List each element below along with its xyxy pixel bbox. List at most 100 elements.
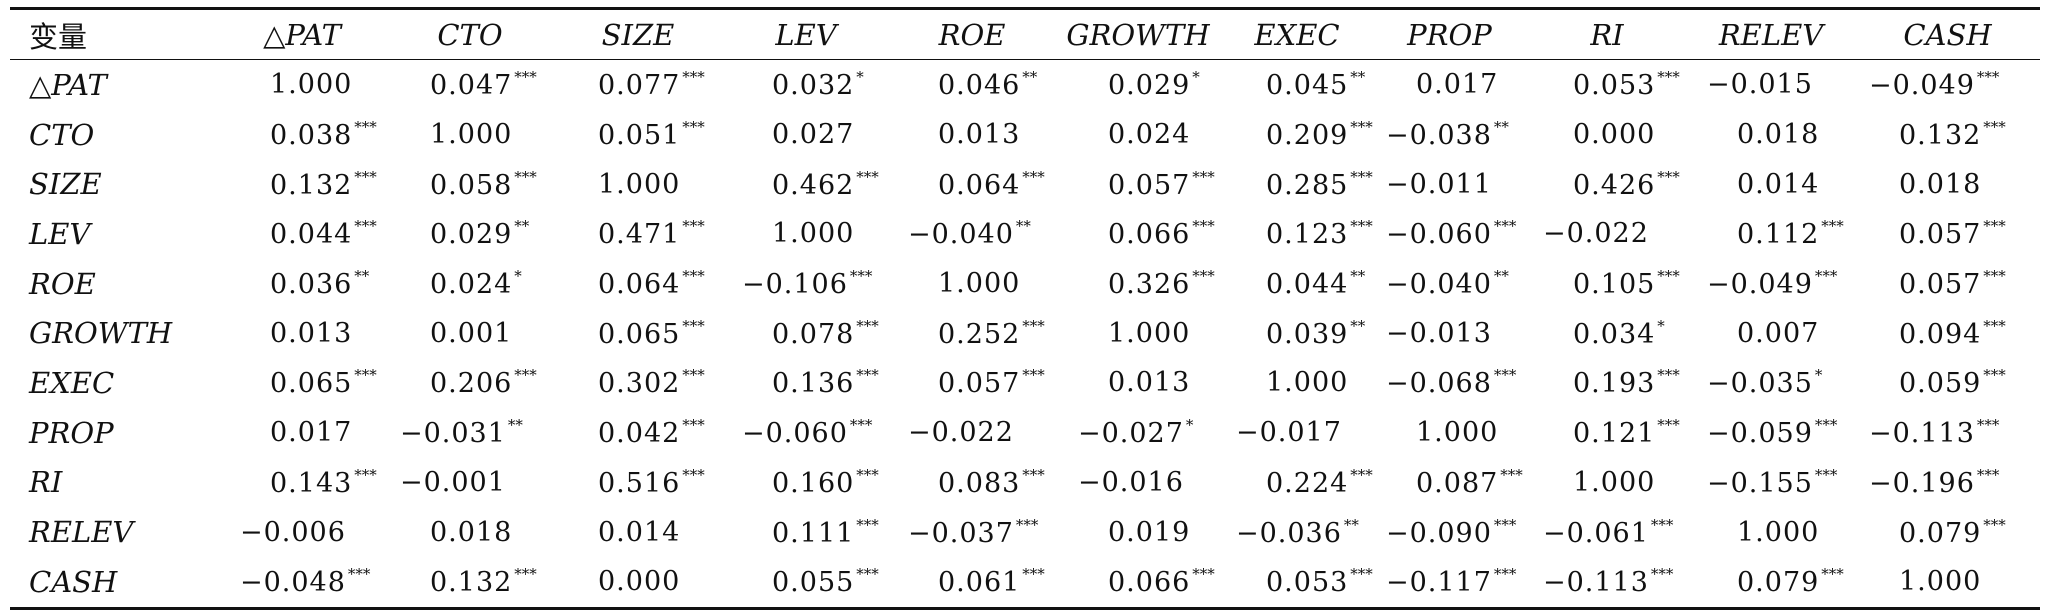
significance-stars: ***: [1657, 267, 1680, 286]
table-cell: 0.471 ***: [554, 209, 722, 259]
cell-value: −0.040: [908, 219, 1014, 251]
cell-value: −0.106: [742, 269, 848, 301]
table-cell: 0.018: [1855, 159, 2040, 209]
table-cell: 0.302 ***: [554, 358, 722, 408]
cell-value: 1.000: [598, 168, 681, 200]
table-row: SIZE 0.132 *** 0.058 *** 1.000 0.462 *** 0.064 **…: [10, 159, 2040, 209]
cell-value: 0.042: [598, 418, 681, 450]
cell-value: 0.087: [1416, 467, 1499, 499]
significance-stars: ***: [1192, 565, 1215, 584]
cell-value: −0.031: [400, 418, 506, 450]
table-cell: −0.196 ***: [1855, 458, 2040, 508]
correlation-table-container: 变量 △PAT CTO SIZE LEV ROE GROWTH EXEC PROP RI RELEV…: [10, 7, 2040, 610]
cell-value: −0.011: [1386, 168, 1492, 200]
cell-value: 0.061: [938, 567, 1021, 599]
row-label: RELEV: [29, 515, 134, 550]
table-cell: −0.117 ***: [1372, 557, 1527, 608]
table-cell: 0.064 ***: [554, 259, 722, 309]
significance-stars: ***: [1493, 515, 1517, 534]
table-cell: 0.007: [1687, 308, 1855, 358]
cell-value: 0.057: [938, 368, 1021, 400]
cell-value: 0.017: [1416, 69, 1499, 101]
cell-value: 0.065: [270, 368, 353, 400]
table-cell: 0.053 ***: [1222, 557, 1373, 608]
significance-stars: ***: [1657, 68, 1680, 87]
cell-value: 0.014: [1737, 168, 1820, 200]
cell-value: 0.007: [1737, 317, 1820, 349]
significance-stars: ***: [1976, 465, 2000, 484]
cell-value: 0.143: [270, 467, 353, 499]
cell-value: 0.252: [938, 318, 1021, 350]
table-cell: 1.000: [890, 259, 1054, 309]
table-cell: 0.132 ***: [1855, 110, 2040, 160]
cell-value: −0.017: [1236, 417, 1342, 449]
cell-value: 0.160: [772, 467, 855, 499]
table-cell: −0.068 ***: [1372, 358, 1527, 408]
cell-value: 0.017: [270, 417, 353, 449]
cell-value: 0.065: [598, 318, 681, 350]
table-cell: −0.022: [890, 408, 1054, 458]
cell-value: 0.326: [1108, 269, 1191, 301]
table-cell: 0.042 ***: [554, 408, 722, 458]
table-cell: 0.326 ***: [1054, 259, 1222, 309]
cell-value: 1.000: [1108, 317, 1191, 349]
table-cell: 0.224 ***: [1222, 458, 1373, 508]
table-cell: −0.060 ***: [722, 408, 890, 458]
table-body: △PAT 1.000 0.047 *** 0.077 *** 0.032 * 0.046 ** 0.…: [10, 60, 2040, 609]
table-cell: 0.426 ***: [1527, 159, 1687, 209]
cell-value: 0.094: [1899, 318, 1982, 350]
cell-value: 0.193: [1573, 368, 1656, 400]
significance-stars: ***: [856, 565, 879, 584]
table-cell: 0.066 ***: [1054, 209, 1222, 259]
cell-value: 0.053: [1573, 70, 1656, 102]
table-cell: 0.024 *: [386, 259, 554, 309]
table-cell: 0.079 ***: [1687, 557, 1855, 608]
significance-stars: ***: [1350, 217, 1373, 236]
cell-value: −0.001: [400, 466, 506, 498]
table-cell: 0.013: [1054, 358, 1222, 408]
significance-stars: ***: [354, 366, 377, 385]
significance-stars: *: [1192, 68, 1200, 87]
significance-stars: ***: [1657, 366, 1680, 385]
table-cell: 0.013: [890, 110, 1054, 160]
column-header: CASH: [1903, 17, 1992, 52]
column-header: SIZE: [601, 17, 675, 52]
cell-value: 0.029: [1108, 70, 1191, 102]
cell-value: 0.066: [1108, 567, 1191, 599]
table-cell: 1.000: [386, 110, 554, 160]
table-cell: 0.044 ***: [218, 209, 386, 259]
table-cell: −0.022: [1527, 209, 1687, 259]
table-cell: −0.027 *: [1054, 408, 1222, 458]
table-cell: −0.038 **: [1372, 110, 1527, 160]
cell-value: −0.015: [1707, 69, 1813, 101]
cell-value: −0.155: [1707, 467, 1813, 499]
cell-value: −0.196: [1869, 467, 1975, 499]
cell-value: 0.032: [772, 70, 855, 102]
significance-stars: ***: [1350, 565, 1373, 584]
table-cell: 0.000: [554, 557, 722, 608]
significance-stars: **: [1493, 118, 1509, 137]
significance-stars: *: [1185, 416, 1194, 435]
table-cell: 0.046 **: [890, 60, 1054, 110]
significance-stars: ***: [1983, 267, 2006, 286]
table-cell: 0.024: [1054, 110, 1222, 160]
cell-value: 1.000: [430, 119, 513, 151]
significance-stars: ***: [1493, 217, 1517, 236]
cell-value: 0.462: [772, 169, 855, 201]
significance-stars: ***: [514, 167, 537, 186]
significance-stars: ***: [1493, 366, 1517, 385]
cell-value: −0.068: [1386, 368, 1492, 400]
column-header: PROP: [1407, 17, 1492, 52]
cell-value: 0.224: [1266, 467, 1349, 499]
cell-value: −0.113: [1869, 418, 1975, 450]
cell-value: 0.121: [1573, 418, 1656, 450]
table-cell: 0.121 ***: [1527, 408, 1687, 458]
significance-stars: ***: [682, 366, 705, 385]
cell-value: −0.060: [742, 418, 848, 450]
significance-stars: **: [1493, 267, 1509, 286]
significance-stars: ***: [1022, 167, 1045, 186]
significance-stars: **: [1022, 68, 1038, 87]
table-cell: 0.516 ***: [554, 458, 722, 508]
cell-value: 0.426: [1573, 169, 1656, 201]
cell-value: 0.064: [938, 169, 1021, 201]
